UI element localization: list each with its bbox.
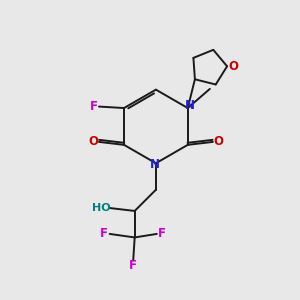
Text: F: F [100,227,108,240]
Text: F: F [129,259,136,272]
Text: O: O [89,135,99,148]
Text: N: N [185,100,195,112]
Text: F: F [90,100,98,113]
Text: HO: HO [92,203,110,213]
Text: O: O [213,135,223,148]
Text: F: F [158,227,166,240]
Text: O: O [228,60,238,73]
Text: N: N [149,158,159,171]
